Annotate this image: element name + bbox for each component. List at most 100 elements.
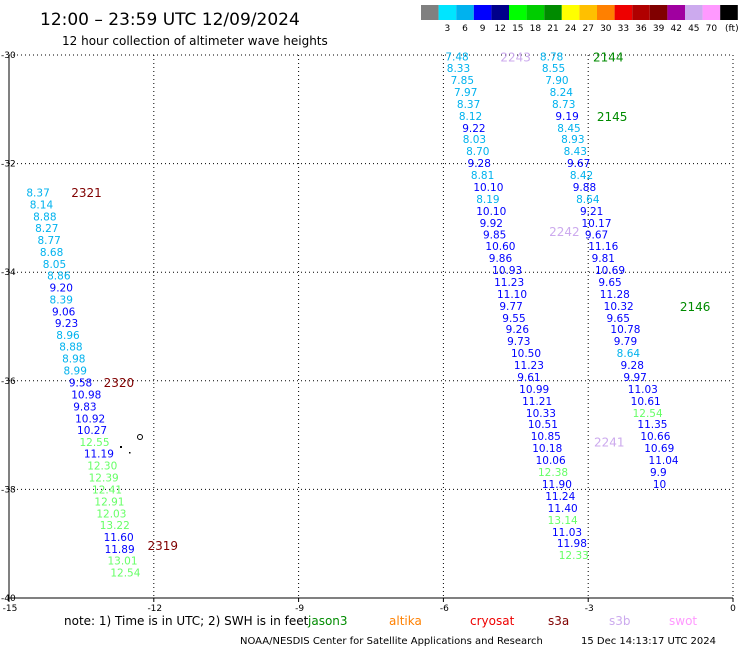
- wave-height-label: 9.22: [462, 123, 485, 135]
- satellite-cryosat: cryosat: [470, 614, 515, 628]
- wave-height-label: 10.92: [75, 413, 105, 425]
- track-2144: 8.788.557.908.248.739.198.458.938.439.67…: [540, 51, 624, 182]
- legend-label: 39: [653, 24, 665, 34]
- wave-height-label: 10.66: [640, 431, 670, 443]
- wave-height-label: 9.23: [55, 318, 78, 330]
- legend-label: 70: [706, 24, 718, 34]
- wave-height-label: 9.9: [650, 467, 667, 479]
- y-tick-label: -38: [1, 485, 16, 495]
- wave-height-label: 9.85: [483, 230, 506, 242]
- satellite-legend: jason3 altika cryosat s3a s3b swot: [307, 614, 697, 628]
- wave-height-label: 8.43: [564, 146, 587, 158]
- x-tick-label: -6: [440, 604, 449, 614]
- wave-height-label: 10.98: [71, 389, 101, 401]
- wave-height-label: 8.77: [37, 235, 60, 247]
- wave-height-label: 8.27: [35, 223, 58, 235]
- wave-height-label: 11.04: [649, 455, 679, 467]
- wave-height-label: 11.16: [588, 241, 618, 253]
- wave-height-label: 8.68: [40, 247, 63, 259]
- wave-height-label: 7.90: [545, 75, 568, 87]
- track-id-label: 2146: [680, 300, 711, 314]
- track-id-label: 2321: [71, 186, 102, 200]
- wave-height-label: 8.64: [617, 348, 641, 360]
- legend-swatch: [421, 5, 439, 20]
- wave-height-label: 7.97: [454, 87, 477, 99]
- wave-height-label: 10.50: [511, 348, 541, 360]
- legend-swatch: [526, 5, 545, 20]
- wave-height-label: 11.21: [522, 396, 552, 408]
- legend-label: 3: [445, 24, 451, 34]
- y-tick-label: -36: [1, 377, 16, 387]
- wave-height-label: 10.85: [531, 431, 561, 443]
- satellite-tracks: 8.378.148.888.278.778.688.058.869.208.39…: [26, 51, 710, 580]
- wave-height-label: 10.17: [581, 218, 611, 230]
- y-tick-label: -32: [1, 160, 16, 170]
- wave-height-label: 12.55: [79, 437, 109, 449]
- wave-height-label: 12.91: [94, 496, 124, 508]
- wave-height-label: 9.20: [50, 282, 73, 294]
- track-id-label: 2241: [594, 436, 625, 450]
- wave-height-label: 9.79: [614, 336, 637, 348]
- x-tick-label: -9: [295, 604, 304, 614]
- wave-height-label: 8.37: [26, 187, 49, 199]
- wave-height-label: 8.88: [59, 342, 82, 354]
- wave-height-label: 9.28: [468, 158, 491, 170]
- satellite-s3a: s3a: [548, 614, 569, 628]
- y-tick-label: -34: [1, 268, 16, 278]
- legend-label: 12: [494, 24, 505, 34]
- wave-height-label: 8.88: [33, 211, 56, 223]
- wave-height-label: 10.61: [631, 396, 661, 408]
- wave-height-label: 10.60: [485, 241, 515, 253]
- wave-height-label: 10.51: [528, 419, 558, 431]
- legend-swatch: [456, 5, 474, 20]
- track-2243: 7.488.337.857.978.378.129.228.038.709.28…: [445, 51, 531, 349]
- legend-swatch: [614, 5, 633, 20]
- wave-height-label: 9.65: [598, 277, 621, 289]
- legend-label: 42: [670, 24, 681, 34]
- page-title: 12:00 – 23:59 UTC 12/09/2024: [40, 10, 300, 30]
- satellite-s3b: s3b: [609, 614, 631, 628]
- wave-height-label: 9.67: [585, 230, 608, 242]
- wave-height-label: 10.78: [610, 324, 640, 336]
- legend-swatch: [667, 5, 685, 20]
- island-mark: [129, 452, 131, 454]
- island-mark: [137, 434, 143, 440]
- island-marks: [120, 434, 143, 454]
- track-2146: 9.6510.789.798.649.289.9711.0310.6112.54…: [607, 300, 711, 491]
- wave-height-label: 10.33: [526, 408, 556, 420]
- wave-height-label: 8.93: [561, 134, 584, 146]
- track-id-label: 2320: [104, 376, 135, 390]
- wave-height-label: 8.86: [47, 270, 71, 282]
- wave-height-label: 9.83: [73, 401, 96, 413]
- wave-height-label: 8.45: [557, 123, 580, 135]
- wave-height-label: 12.30: [87, 461, 117, 473]
- legend-swatch: [649, 5, 668, 20]
- legend-label: 30: [600, 24, 612, 34]
- wave-height-label: 12.39: [89, 472, 119, 484]
- wave-height-label: 11.28: [600, 289, 630, 301]
- track-2321: 8.378.148.888.278.778.688.058.869.208.39…: [26, 186, 140, 580]
- wave-height-label: 10.18: [532, 443, 562, 455]
- legend-swatch: [702, 5, 721, 20]
- y-tick-label: -40: [1, 594, 16, 604]
- wave-height-label: 9.67: [567, 158, 590, 170]
- track-id-label: 2144: [593, 51, 624, 65]
- wave-height-label: 7.48: [445, 52, 468, 64]
- wave-height-label: 9.81: [592, 253, 615, 265]
- wave-height-label: 12.54: [110, 567, 140, 579]
- wave-height-label: 11.24: [545, 491, 575, 503]
- wave-height-label: 9.21: [580, 206, 603, 218]
- map-frame: [8, 55, 733, 599]
- wave-height-label: 11.03: [552, 527, 582, 539]
- legend-label: 9: [480, 24, 486, 34]
- wave-height-label: 12.03: [96, 508, 126, 520]
- wave-height-label: 12.54: [633, 408, 663, 420]
- footer-timestamp: 15 Dec 14:13:17 UTC 2024: [581, 636, 716, 647]
- legend-swatch: [597, 5, 615, 20]
- track-2319: 2319: [148, 539, 179, 553]
- satellite-altika: altika: [389, 614, 422, 628]
- wave-height-label: 10.93: [492, 265, 522, 277]
- legend-label: 15: [512, 24, 523, 34]
- wave-height-label: 11.40: [548, 503, 578, 515]
- wave-height-label: 10: [653, 479, 666, 491]
